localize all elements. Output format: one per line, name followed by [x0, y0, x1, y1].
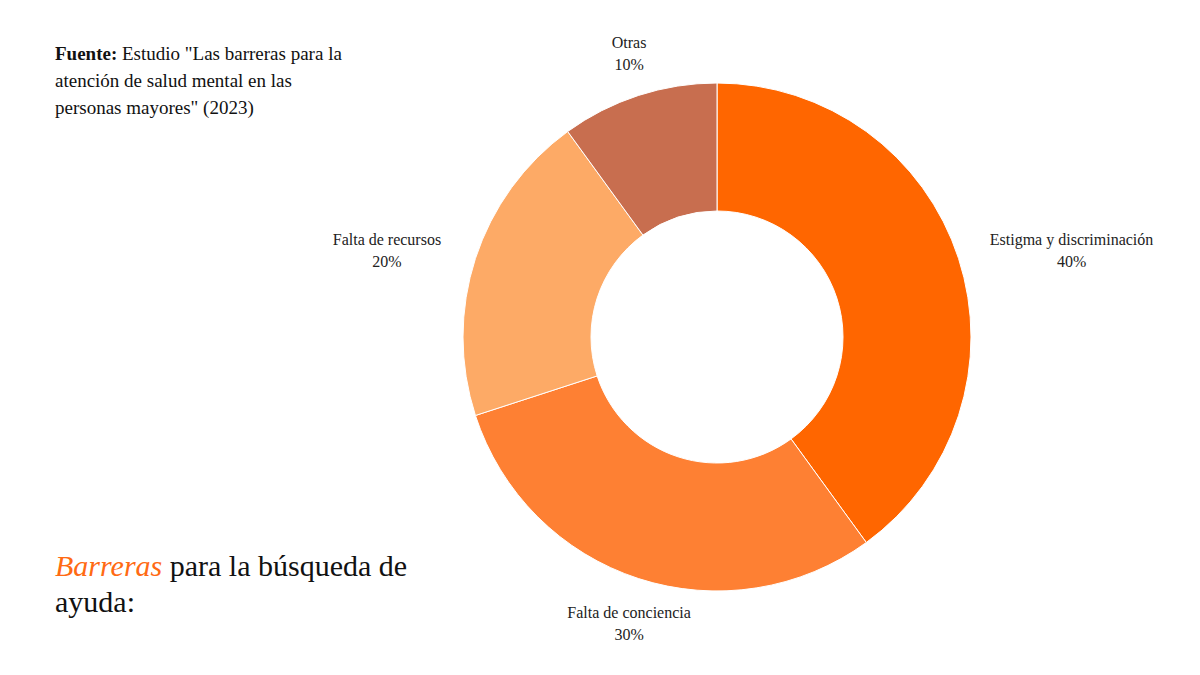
html-text:Barreras para la búsqueda de a: Barreras para la búsqueda de ayuda: [55, 549, 408, 618]
html-text:Fuente: Estudio "Las barreras: Fuente: Estudio "Las barreras para la at… [55, 43, 342, 118]
svg-text:Falta de conciencia30%: Falta de conciencia30% [567, 604, 691, 643]
svg-text:Otras10%: Otras10% [612, 34, 647, 73]
svg-text:Estigma y discriminación40%: Estigma y discriminación40% [990, 231, 1154, 270]
svg-text:Falta de recursos20%: Falta de recursos20% [333, 231, 441, 270]
